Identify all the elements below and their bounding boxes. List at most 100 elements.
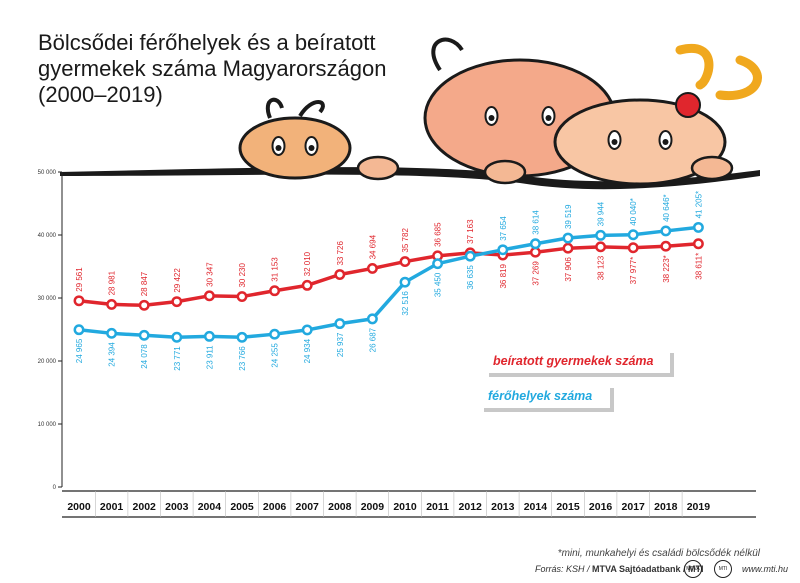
hair-curl xyxy=(431,37,464,72)
data-label: 38 611* xyxy=(694,253,703,280)
x-tick-label: 2004 xyxy=(198,501,222,513)
data-point xyxy=(562,232,574,244)
x-tick-label: 2011 xyxy=(426,501,449,513)
data-point xyxy=(334,269,346,280)
data-point xyxy=(138,299,150,311)
y-tick-label: 50 000 xyxy=(38,170,57,176)
y-tick-label: 0 xyxy=(53,485,57,491)
legend-box xyxy=(480,384,610,408)
data-point xyxy=(692,221,704,233)
x-tick-label: 2005 xyxy=(230,501,254,513)
x-tick-label: 2013 xyxy=(491,501,515,513)
data-label: 24 255 xyxy=(271,343,280,368)
x-tick-label: 2015 xyxy=(556,501,580,513)
footnote: *mini, munkahelyi és családi bölcsődék n… xyxy=(557,548,760,559)
data-label: 33 726 xyxy=(336,241,345,266)
data-point xyxy=(366,262,378,274)
data-label: 40 040* xyxy=(629,198,638,226)
data-label: 35 450 xyxy=(434,272,443,297)
x-tick-label: 2007 xyxy=(296,501,320,513)
x-tick-label: 2014 xyxy=(524,501,548,513)
y-tick-label: 10 000 xyxy=(38,422,57,428)
baby-pupil xyxy=(275,145,282,151)
axes: 0 10 000 20 000 30 000 40 000 50 000 2000 2001 2… xyxy=(38,170,756,518)
data-label: 31 153 xyxy=(271,257,280,282)
data-point xyxy=(73,324,85,336)
data-label: 38 223* xyxy=(662,255,671,283)
legend-box xyxy=(485,349,670,373)
data-label: 36 635 xyxy=(466,265,475,290)
data-point xyxy=(301,324,313,336)
data-point xyxy=(138,329,150,341)
data-label: 38 614 xyxy=(531,210,540,235)
data-label: 24 078 xyxy=(140,344,149,369)
baby-pupil xyxy=(611,139,618,145)
data-label: 38 123 xyxy=(597,255,606,280)
series-enrolled: 29 561 28 981 28 847 29 422 30 347 30 230 31 1… xyxy=(73,219,704,311)
data-label: 26 687 xyxy=(368,327,377,352)
data-label: 24 934 xyxy=(303,338,312,363)
baby-face-1 xyxy=(238,116,352,180)
data-point xyxy=(106,298,118,310)
data-point xyxy=(301,279,313,291)
data-point xyxy=(171,331,183,343)
y-tick-label: 20 000 xyxy=(38,359,57,365)
data-point xyxy=(236,331,248,343)
data-label: 37 269 xyxy=(531,261,540,286)
ledge-swoosh xyxy=(60,167,760,190)
baby-pupil xyxy=(488,115,495,121)
x-tick-label: 2002 xyxy=(133,501,157,513)
x-tick-label: 2006 xyxy=(263,501,287,513)
data-point xyxy=(627,242,639,254)
data-point xyxy=(399,276,411,288)
data-label: 32 010 xyxy=(303,251,312,276)
data-label: 23 771 xyxy=(173,346,182,371)
data-label: 30 347 xyxy=(205,262,214,287)
x-tick-label: 2017 xyxy=(622,501,646,513)
title-line-2: gyermekek száma Magyarországon xyxy=(38,56,387,81)
source-bold: MTVA Sajtóadatbank / MTI xyxy=(592,564,704,574)
data-label: 32 516 xyxy=(401,291,410,316)
title-line-1: Bölcsődei férőhelyek és a beíratott xyxy=(38,30,376,55)
title-line-3: (2000–2019) xyxy=(38,82,163,107)
site-url: www.mti.hu xyxy=(741,564,788,574)
chart-title: Bölcsődei férőhelyek és a beíratott gyer… xyxy=(38,30,438,108)
data-point xyxy=(627,229,639,241)
data-point xyxy=(73,295,85,307)
baby-hand xyxy=(690,155,734,181)
data-point xyxy=(171,296,183,308)
data-label: 24 394 xyxy=(108,342,117,367)
x-tick-label: 2018 xyxy=(654,501,678,513)
data-point xyxy=(203,330,215,342)
x-tick-label: 2000 xyxy=(67,501,91,513)
data-point xyxy=(660,240,672,252)
data-point xyxy=(464,250,476,262)
baby-pupil xyxy=(545,115,552,121)
mti-logo: MTI xyxy=(714,560,732,578)
data-label: 29 422 xyxy=(173,268,182,293)
hair-curl xyxy=(298,100,325,118)
x-tick-label: 2012 xyxy=(459,501,483,513)
data-label: 23 766 xyxy=(238,346,247,371)
x-tick-label: 2008 xyxy=(328,501,352,513)
data-label: 28 981 xyxy=(108,270,117,295)
source-prefix: Forrás: KSH / xyxy=(535,564,593,574)
source-text: Forrás: KSH / MTVA Sajtóadatbank / MTI xyxy=(535,564,704,574)
data-label: 36 685 xyxy=(434,222,443,247)
data-label: 34 694 xyxy=(368,234,377,259)
hair-curl xyxy=(265,97,284,119)
data-point xyxy=(366,313,378,325)
data-point xyxy=(236,291,248,303)
baby-hand xyxy=(483,159,527,185)
data-label: 39 519 xyxy=(564,204,573,229)
data-point xyxy=(334,318,346,330)
legend-label: férőhelyek száma xyxy=(488,389,592,403)
data-label: 23 911 xyxy=(205,345,214,369)
data-label: 30 230 xyxy=(238,263,247,288)
cartoon-decoration xyxy=(60,37,762,190)
data-label: 28 847 xyxy=(140,271,149,296)
data-label: 25 937 xyxy=(336,332,345,357)
data-label: 36 819 xyxy=(499,263,508,288)
baby-hand xyxy=(356,155,400,181)
